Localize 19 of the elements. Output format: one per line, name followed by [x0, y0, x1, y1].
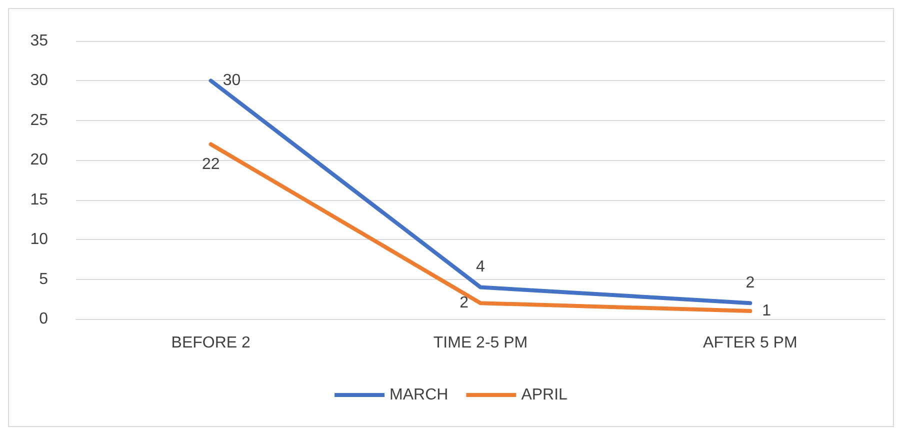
data-label: 2: [460, 294, 469, 312]
y-tick-label: 25: [30, 112, 48, 129]
y-tick-label: 20: [30, 152, 48, 169]
data-label: 30: [222, 72, 241, 90]
y-tick-label: 10: [30, 231, 48, 248]
y-tick-label: 0: [39, 310, 48, 328]
x-tick-label: TIME 2-5 PM: [433, 334, 528, 352]
x-tick-label: AFTER 5 PM: [703, 334, 798, 352]
y-tick-label: 30: [30, 72, 48, 90]
legend-label: APRIL: [521, 386, 568, 404]
x-tick-label: BEFORE 2: [171, 334, 250, 352]
data-label: 22: [202, 156, 220, 173]
y-tick-label: 5: [39, 270, 48, 288]
y-tick-label: 15: [30, 191, 48, 208]
data-label: 1: [762, 302, 772, 320]
data-label: 2: [746, 274, 755, 292]
legend-label: MARCH: [390, 386, 448, 404]
y-tick-label: 35: [30, 32, 48, 50]
data-label: 4: [476, 258, 486, 276]
